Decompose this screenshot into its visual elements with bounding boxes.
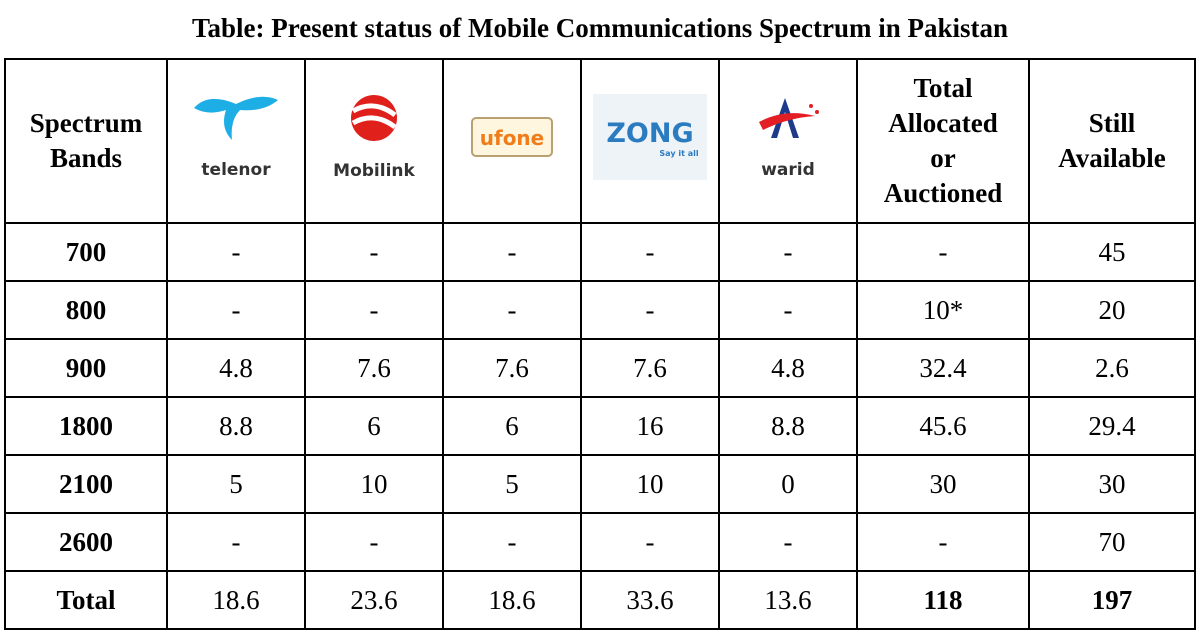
header-ufone: ufone	[442, 58, 582, 224]
zong-cell: 16	[580, 396, 720, 456]
telenor-cell: 18.6	[166, 570, 306, 630]
band-cell: Total	[4, 570, 168, 630]
table-row: 800 - - - - - 10* 20	[4, 280, 1196, 340]
ufone-cell: -	[442, 222, 582, 282]
table-row: 2600 - - - - - - 70	[4, 512, 1196, 572]
header-label: Allocated	[888, 108, 998, 138]
available-cell: 29.4	[1028, 396, 1196, 456]
mobilink-cell: 23.6	[304, 570, 444, 630]
header-telenor: telenor	[166, 58, 306, 224]
warid-wordmark: warid	[761, 160, 815, 180]
total-cell: 30	[856, 454, 1030, 514]
warid-cell: -	[718, 222, 858, 282]
mobilink-wordmark: Mobilink	[333, 161, 415, 181]
zong-cell: 10	[580, 454, 720, 514]
warid-cell: -	[718, 512, 858, 572]
ufone-cell: -	[442, 280, 582, 340]
available-cell: 2.6	[1028, 338, 1196, 398]
ufone-cell: 7.6	[442, 338, 582, 398]
ufone-cell: 5	[442, 454, 582, 514]
ufone-logo: ufone	[470, 116, 554, 167]
warid-cell: 13.6	[718, 570, 858, 630]
warid-cell: 0	[718, 454, 858, 514]
warid-cell: 4.8	[718, 338, 858, 398]
header-label: Available	[1058, 143, 1166, 173]
header-label: or	[930, 143, 956, 173]
total-cell: 32.4	[856, 338, 1030, 398]
telenor-cell: -	[166, 222, 306, 282]
available-cell: 197	[1028, 570, 1196, 630]
zong-cell: -	[580, 512, 720, 572]
ufone-cell: 6	[442, 396, 582, 456]
available-cell: 45	[1028, 222, 1196, 282]
mobilink-cell: 6	[304, 396, 444, 456]
table-row: 900 4.8 7.6 7.6 7.6 4.8 32.4 2.6	[4, 338, 1196, 398]
table-row: 1800 8.8 6 6 16 8.8 45.6 29.4	[4, 396, 1196, 456]
telenor-cell: -	[166, 512, 306, 572]
header-total-allocated: Total Allocated or Auctioned	[856, 58, 1030, 224]
ufone-badge-icon: ufone	[471, 116, 553, 157]
header-zong: ZONG Say it all	[580, 58, 720, 224]
ufone-cell: -	[442, 512, 582, 572]
zong-logo: ZONG Say it all	[593, 93, 707, 189]
warid-swoosh-icon	[759, 98, 819, 138]
telenor-cell: -	[166, 280, 306, 340]
total-cell: 45.6	[856, 396, 1030, 456]
mobilink-cell: -	[304, 280, 444, 340]
zong-tagline: Say it all	[659, 149, 698, 158]
band-cell: 800	[4, 280, 168, 340]
telenor-logo: telenor	[188, 94, 284, 188]
zong-logo-icon: ZONG Say it all	[593, 93, 707, 180]
available-cell: 30	[1028, 454, 1196, 514]
table-title: Table: Present status of Mobile Communic…	[191, 13, 1009, 43]
total-cell: -	[856, 222, 1030, 282]
mobilink-cell: -	[304, 222, 444, 282]
mobilink-cell: -	[304, 512, 444, 572]
total-cell: 118	[856, 570, 1030, 630]
mobilink-logo: Mobilink	[333, 93, 415, 189]
telenor-cell: 5	[166, 454, 306, 514]
ufone-wordmark: ufone	[480, 126, 544, 150]
band-cell: 700	[4, 222, 168, 282]
telenor-propeller-icon	[194, 96, 278, 140]
mobilink-cell: 10	[304, 454, 444, 514]
zong-wordmark: ZONG	[606, 118, 693, 149]
mobilink-sphere-icon	[351, 95, 397, 141]
header-still-available: Still Available	[1028, 58, 1196, 224]
header-mobilink: Mobilink	[304, 58, 444, 224]
telenor-cell: 8.8	[166, 396, 306, 456]
warid-cell: 8.8	[718, 396, 858, 456]
header-row: Spectrum Bands telenor Mobilink	[4, 58, 1196, 224]
warid-cell: -	[718, 280, 858, 340]
header-label: Spectrum	[29, 108, 143, 138]
table-row: 700 - - - - - - 45	[4, 222, 1196, 282]
header-spectrum-bands: Spectrum Bands	[4, 58, 168, 224]
table-row: 2100 5 10 5 10 0 30 30	[4, 454, 1196, 514]
total-row: Total 18.6 23.6 18.6 33.6 13.6 118 197	[4, 570, 1196, 630]
band-cell: 2100	[4, 454, 168, 514]
available-cell: 20	[1028, 280, 1196, 340]
available-cell: 70	[1028, 512, 1196, 572]
warid-logo: warid	[753, 94, 823, 188]
total-cell: -	[856, 512, 1030, 572]
band-cell: 2600	[4, 512, 168, 572]
header-label: Still	[1088, 108, 1136, 138]
mobilink-cell: 7.6	[304, 338, 444, 398]
band-cell: 900	[4, 338, 168, 398]
spectrum-table: Spectrum Bands telenor Mobilink	[4, 58, 1196, 630]
header-label: Bands	[49, 143, 123, 173]
zong-cell: 7.6	[580, 338, 720, 398]
total-cell: 10*	[856, 280, 1030, 340]
telenor-cell: 4.8	[166, 338, 306, 398]
zong-cell: 33.6	[580, 570, 720, 630]
zong-cell: -	[580, 280, 720, 340]
band-cell: 1800	[4, 396, 168, 456]
header-warid: warid	[718, 58, 858, 224]
header-label: Auctioned	[883, 178, 1003, 208]
telenor-wordmark: telenor	[201, 160, 271, 180]
zong-cell: -	[580, 222, 720, 282]
ufone-cell: 18.6	[442, 570, 582, 630]
header-label: Total	[913, 73, 973, 103]
